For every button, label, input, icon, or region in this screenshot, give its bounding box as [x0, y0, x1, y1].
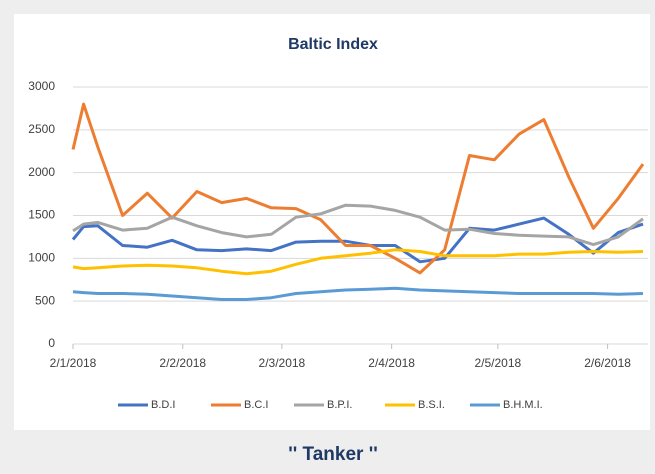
series-line — [71, 216, 644, 264]
y-tick-label: 1000 — [28, 251, 55, 265]
y-tick-label: 1500 — [28, 208, 55, 222]
series-line — [72, 248, 644, 276]
y-tick-label: 2000 — [28, 165, 55, 179]
y-tick-label: 0 — [48, 336, 55, 350]
legend-label: B.D.I — [151, 399, 175, 411]
x-tick-label: 2/4/2018 — [368, 356, 415, 370]
legend-label: B.H.M.I. — [503, 399, 543, 411]
y-tick-label: 2500 — [28, 122, 55, 136]
series-line — [72, 203, 644, 247]
series-line — [71, 102, 645, 275]
series-line — [72, 286, 644, 301]
x-tick-label: 2/6/2018 — [584, 356, 631, 370]
y-tick-label: 3000 — [28, 79, 55, 93]
chart-background — [14, 14, 650, 430]
legend-label: B.P.I. — [327, 399, 352, 411]
x-tick-label: 2/2/2018 — [159, 356, 206, 370]
legend-label: B.C.I — [244, 399, 268, 411]
caption: '' Tanker '' — [288, 444, 378, 465]
chart-title: Baltic Index — [288, 36, 378, 53]
x-tick-label: 2/1/2018 — [50, 356, 97, 370]
x-tick-label: 2/5/2018 — [474, 356, 521, 370]
x-tick-label: 2/3/2018 — [259, 356, 306, 370]
y-tick-label: 500 — [35, 293, 55, 307]
legend-label: B.S.I. — [418, 399, 445, 411]
